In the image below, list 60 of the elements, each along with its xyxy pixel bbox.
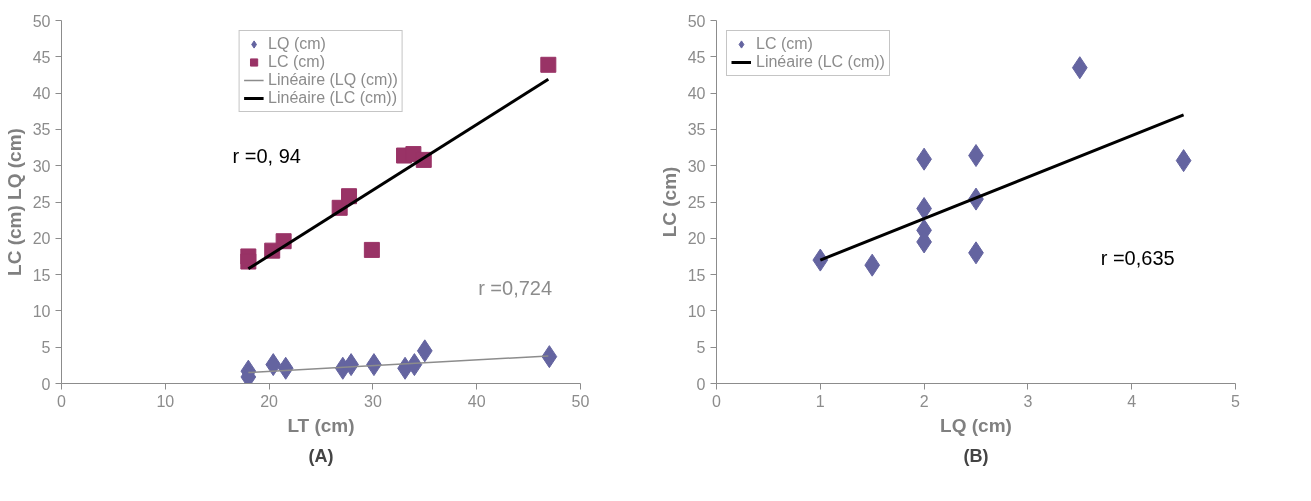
x-axis-title: LT (cm) xyxy=(287,414,355,436)
x-tick-label: 0 xyxy=(712,392,722,410)
text: (A) xyxy=(308,445,334,466)
point xyxy=(864,253,881,277)
y-tick-label: 10 xyxy=(32,302,51,320)
y-tick-label: 30 xyxy=(687,157,706,175)
annotation: r =0, 94 xyxy=(232,144,301,167)
point xyxy=(1175,149,1192,173)
y-tick-label: 50 xyxy=(32,12,51,30)
point xyxy=(363,241,380,258)
x-tick-label: 4 xyxy=(1127,392,1137,410)
x-tick-label: 2 xyxy=(919,392,929,410)
y-tick-label: 30 xyxy=(32,157,51,175)
y-tick-label: 0 xyxy=(41,375,51,393)
legend-label: Linéaire (LC (cm)) xyxy=(268,89,398,107)
y-tick-label: 25 xyxy=(32,194,51,211)
y-tick-label: 40 xyxy=(687,85,706,103)
y-tick-label: 20 xyxy=(32,230,51,248)
point xyxy=(406,353,423,377)
point xyxy=(277,356,294,380)
annotation: r =0,724 xyxy=(478,277,553,300)
x-tick-label: 10 xyxy=(156,392,175,410)
x-tick-label: 50 xyxy=(571,392,590,410)
point xyxy=(416,339,433,363)
x-tick-label: 20 xyxy=(260,392,279,410)
point xyxy=(540,56,557,73)
legend-label: LC (cm) xyxy=(756,35,813,53)
x-tick-label: 30 xyxy=(364,392,382,410)
y-axis-title: LC (cm) xyxy=(658,166,680,238)
point xyxy=(341,188,358,205)
y-tick-label: 45 xyxy=(32,48,51,66)
y-axis-title: LC (cm) LQ (cm) xyxy=(3,128,25,276)
point xyxy=(541,345,558,369)
x-axis-title: LQ (cm) xyxy=(940,414,1012,436)
x-tick-label: 5 xyxy=(1231,392,1241,410)
x-tick-label: 0 xyxy=(57,392,67,410)
x-tick-label: 40 xyxy=(467,392,486,410)
point xyxy=(265,353,282,377)
x-tick-label: 3 xyxy=(1023,392,1033,410)
text: (B) xyxy=(963,445,989,466)
y-tick-label: 25 xyxy=(687,194,706,211)
y-tick-label: 40 xyxy=(32,85,51,103)
y-tick-label: 10 xyxy=(687,302,706,320)
x-tick-label: 1 xyxy=(815,392,825,410)
y-tick-label: 0 xyxy=(696,375,706,393)
point xyxy=(1071,56,1088,80)
y-tick-label: 50 xyxy=(687,12,706,30)
y-tick-label: 5 xyxy=(696,339,706,357)
legend-label: LQ (cm) xyxy=(268,35,326,53)
legend-label: Linéaire (LQ (cm)) xyxy=(268,71,398,89)
legend-label: LC (cm) xyxy=(268,53,325,71)
y-tick-label: 5 xyxy=(41,339,51,357)
y-tick-label: 35 xyxy=(687,121,706,139)
y-tick-label: 35 xyxy=(32,121,51,139)
legend-label: Linéaire (LC (cm)) xyxy=(756,53,885,71)
annotation: r =0,635 xyxy=(1100,246,1175,269)
y-tick-label: 45 xyxy=(687,48,706,66)
y-tick-label: 20 xyxy=(687,230,706,248)
y-tick-label: 15 xyxy=(32,266,51,284)
y-tick-label: 15 xyxy=(687,266,706,284)
